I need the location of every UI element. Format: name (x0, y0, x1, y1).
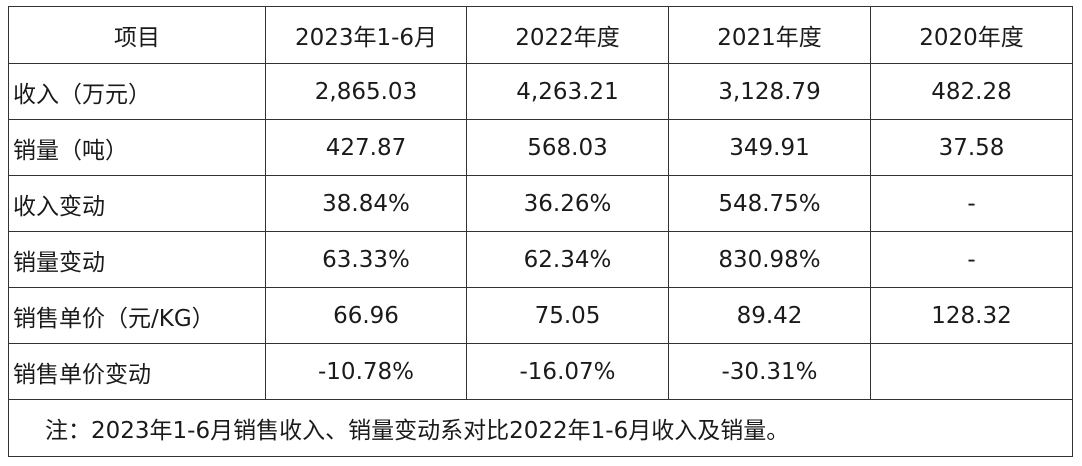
table-cell: -10.78% (265, 343, 467, 400)
table-row: 销售单价（元/KG） 66.96 75.05 89.42 128.32 (8, 287, 1073, 344)
data-table: 项目 2023年1-6月 2022年度 2021年度 2020年度 收入（万元） 2,865… (8, 6, 1073, 457)
table-cell: 75.05 (466, 287, 669, 344)
header-row: 项目 2023年1-6月 2022年度 2021年度 2020年度 (8, 6, 1073, 64)
table-cell: 548.75% (668, 175, 871, 232)
header-cell: 项目 (8, 6, 266, 64)
table-row: 收入（万元） 2,865.03 4,263.21 3,128.79 482.28 (8, 63, 1073, 120)
table-cell: 销售单价（元/KG） (8, 287, 266, 344)
table-cell: - (870, 175, 1073, 232)
header-cell: 2020年度 (870, 6, 1073, 64)
table-cell: 66.96 (265, 287, 467, 344)
table-cell: 销量（吨） (8, 119, 266, 176)
table-cell: 427.87 (265, 119, 467, 176)
table-cell: 482.28 (870, 63, 1073, 120)
header-cell: 2021年度 (668, 6, 871, 64)
table-row: 收入变动 38.84% 36.26% 548.75% - (8, 175, 1073, 232)
table-cell: 63.33% (265, 231, 467, 288)
table-cell: -16.07% (466, 343, 669, 400)
table-cell: 36.26% (466, 175, 669, 232)
table-cell: 收入（万元） (8, 63, 266, 120)
table-cell: 62.34% (466, 231, 669, 288)
table-cell: - (870, 231, 1073, 288)
empty-cell (870, 343, 1073, 400)
table-cell: 收入变动 (8, 175, 266, 232)
table-cell: 37.58 (870, 119, 1073, 176)
note-cell: 注：2023年1-6月销售收入、销量变动系对比2022年1-6月收入及销量。 (8, 399, 1073, 457)
table-cell: 销量变动 (8, 231, 266, 288)
table-cell: 4,263.21 (466, 63, 669, 120)
table-cell: 830.98% (668, 231, 871, 288)
table-cell: -30.31% (668, 343, 871, 400)
table-cell: 2,865.03 (265, 63, 467, 120)
header-cell: 2023年1-6月 (265, 6, 467, 64)
header-cell: 2022年度 (466, 6, 669, 64)
table-cell: 568.03 (466, 119, 669, 176)
table-cell: 销售单价变动 (8, 343, 266, 400)
table-cell: 3,128.79 (668, 63, 871, 120)
note-row: 注：2023年1-6月销售收入、销量变动系对比2022年1-6月收入及销量。 (8, 399, 1073, 457)
table-cell: 128.32 (870, 287, 1073, 344)
table-cell: 349.91 (668, 119, 871, 176)
table-cell: 89.42 (668, 287, 871, 344)
table-row: 销售单价变动 -10.78% -16.07% -30.31% (8, 343, 1073, 400)
table-row: 销量（吨） 427.87 568.03 349.91 37.58 (8, 119, 1073, 176)
table-cell: 38.84% (265, 175, 467, 232)
table-row: 销量变动 63.33% 62.34% 830.98% - (8, 231, 1073, 288)
